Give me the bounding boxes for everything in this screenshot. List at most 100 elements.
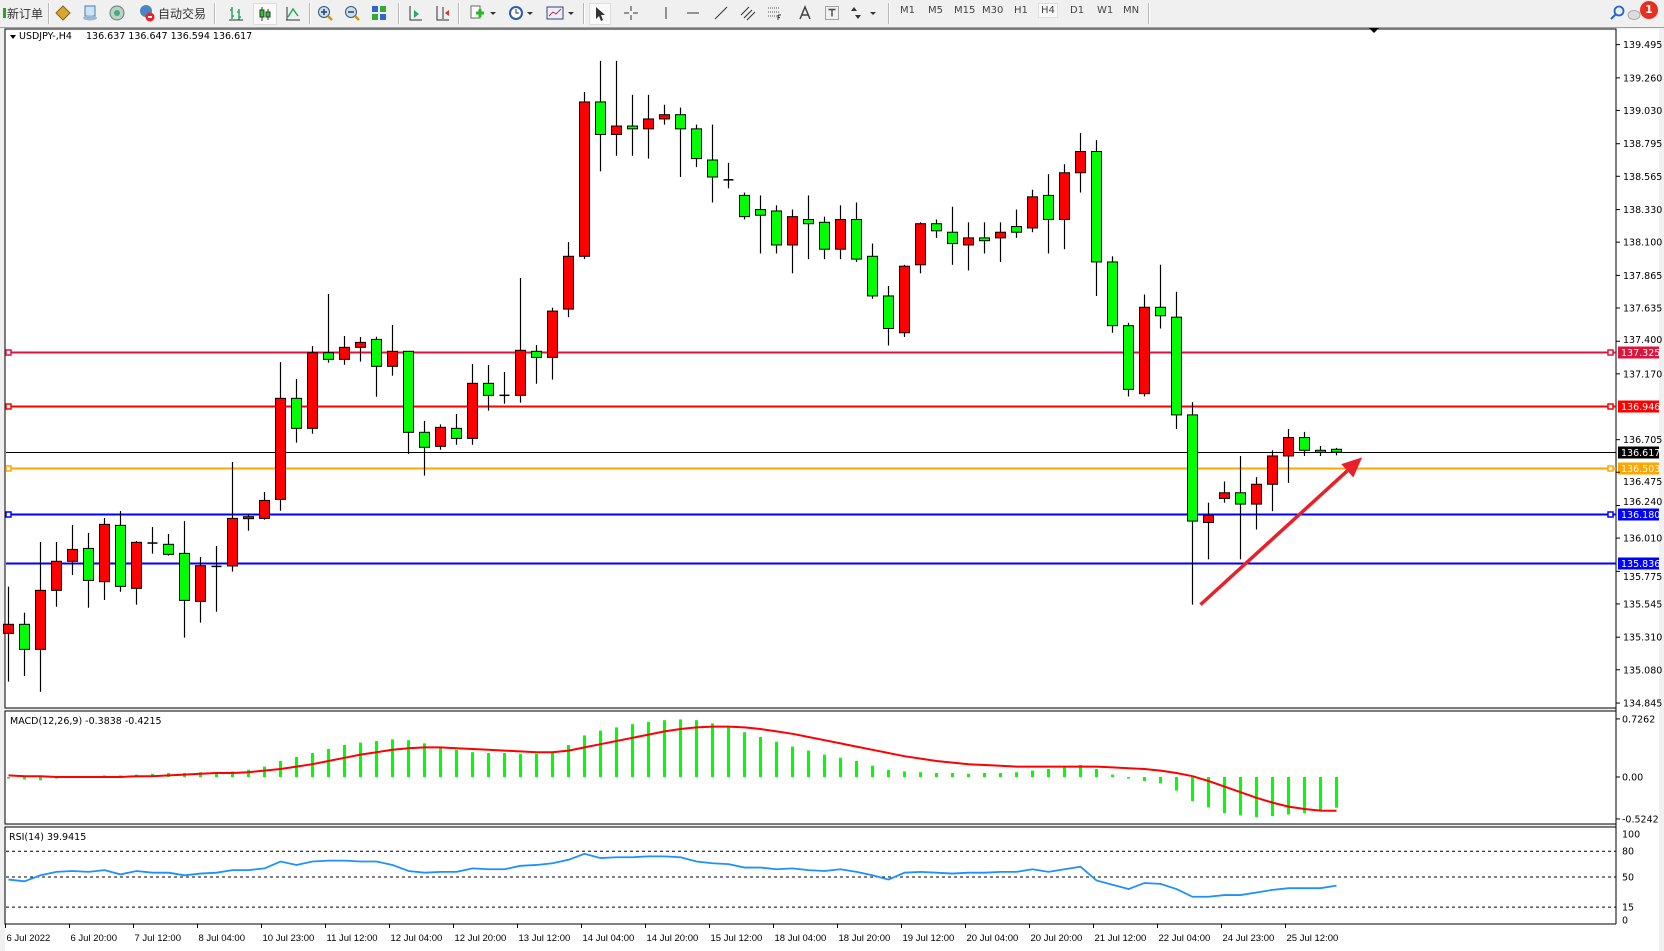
tile-windows-button[interactable] [369, 3, 389, 23]
price-tick-label: 136.010 [1623, 534, 1662, 545]
macd-histogram-bar [759, 737, 762, 777]
timeframe-w1[interactable]: W1 [1097, 5, 1114, 16]
timeframe-m1[interactable]: M1 [900, 5, 915, 16]
price-tick-label: 135.080 [1623, 665, 1662, 676]
macd-histogram-bar [1175, 777, 1178, 791]
horizontal-lines: 137.325 136.946 136.503 136.180 135.836 136.6… [5, 346, 1660, 570]
candle [579, 92, 590, 260]
candle [83, 532, 94, 608]
candle-body [1219, 492, 1230, 499]
zoom-out-button[interactable] [342, 3, 362, 23]
fibonacci-tool-button[interactable] [765, 3, 785, 23]
price-axis[interactable] [1616, 29, 1659, 924]
candle-body [275, 397, 286, 500]
macd-histogram-bar [455, 749, 458, 777]
data-window-button[interactable] [80, 3, 100, 23]
timeframe-h1[interactable]: H1 [1014, 5, 1028, 16]
candlestick-chart-button[interactable] [253, 3, 277, 25]
candle [1251, 477, 1262, 530]
time-tick-label: 24 Jul 23:00 [1223, 933, 1275, 944]
macd-histogram-bar [1159, 777, 1162, 784]
horizontal-line-tool-button[interactable] [683, 3, 703, 23]
indicators-button[interactable] [466, 3, 500, 23]
chart-shift-icon [409, 6, 422, 21]
macd-histogram-bar [39, 777, 42, 781]
timeframe-h4[interactable]: H4 [1038, 3, 1058, 18]
macd-histogram-bar [1047, 769, 1050, 777]
arrow-shaft[interactable] [1199, 469, 1349, 606]
line-anchor-handle[interactable] [1607, 511, 1614, 518]
timeframe-m15[interactable]: M15 [954, 5, 976, 16]
time-tick-label: 7 Jul 12:00 [135, 933, 181, 944]
price-tick-label: 138.330 [1623, 205, 1662, 216]
candlestick-icon [259, 7, 271, 21]
line-anchor-handle[interactable] [1607, 403, 1614, 410]
price-line-tag-label: 137.325 [1621, 348, 1660, 359]
auto-trading-button[interactable]: 自动交易 [136, 3, 208, 23]
trend-arrow[interactable] [1199, 457, 1363, 606]
rsi-panel[interactable] [4, 826, 1617, 925]
price-tick-label: 138.565 [1623, 172, 1662, 183]
candle [1171, 291, 1182, 430]
zoom-in-icon [318, 6, 333, 21]
time-axis[interactable] [5, 924, 1616, 951]
search-button[interactable] [1607, 3, 1627, 23]
macd-panel[interactable] [4, 710, 1617, 825]
collapse-triangle-icon[interactable] [10, 35, 16, 39]
market-watch-button[interactable] [53, 3, 73, 23]
line-chart-button[interactable] [283, 3, 303, 23]
macd-histogram-bar [887, 769, 890, 777]
vertical-line-tool-button[interactable] [656, 3, 676, 23]
candle-body [563, 255, 574, 310]
macd-histogram-bar [903, 771, 906, 777]
candle [323, 293, 334, 363]
text-tool-button[interactable] [795, 3, 815, 23]
arrows-tool-button[interactable] [850, 3, 878, 23]
line-anchor-handle[interactable] [5, 349, 12, 356]
macd-histogram-bar [807, 750, 810, 777]
line-anchor-handle[interactable] [5, 403, 12, 410]
templates-button[interactable] [543, 3, 579, 23]
time-tick-label: 8 Jul 04:00 [199, 933, 245, 944]
macd-histogram-bar [1191, 777, 1194, 801]
macd-histogram-bar [663, 720, 666, 777]
channel-tool-button[interactable] [738, 3, 758, 23]
candle-body [99, 523, 110, 583]
line-anchor-handle[interactable] [1607, 349, 1614, 356]
tile-windows-icon [372, 6, 386, 20]
cursor-tool-button[interactable] [589, 3, 611, 25]
periods-button[interactable] [505, 3, 539, 23]
text-label-tool-button[interactable] [822, 3, 842, 23]
crosshair-tool-button[interactable] [621, 3, 641, 23]
main-price-panel[interactable] [4, 28, 1617, 709]
timeframe-m30[interactable]: M30 [982, 5, 1004, 16]
candle [419, 420, 430, 476]
new-order-button[interactable]: 新订单 [2, 3, 44, 23]
navigator-button[interactable] [107, 3, 127, 23]
zoom-in-button[interactable] [315, 3, 335, 23]
trendline-tool-button[interactable] [711, 3, 731, 23]
macd-histogram-bar [23, 777, 26, 780]
candle [1107, 256, 1118, 333]
auto-scroll-button[interactable] [432, 3, 452, 23]
price-tick-label: 139.260 [1623, 73, 1662, 84]
bar-chart-button[interactable] [226, 3, 246, 23]
line-anchor-handle[interactable] [1607, 465, 1614, 472]
chart-shift-marker-icon[interactable] [1369, 28, 1379, 33]
chart-shift-button[interactable] [405, 3, 425, 23]
timeframe-mn[interactable]: MN [1123, 5, 1140, 16]
arrows-icon [851, 7, 876, 19]
candle-body [867, 255, 878, 297]
candle [275, 362, 286, 511]
notification-badge[interactable]: 1 [1640, 1, 1658, 19]
timeframe-d1[interactable]: D1 [1070, 5, 1085, 16]
bid-price-label: 136.617 [1621, 448, 1660, 459]
timeframe-m5[interactable]: M5 [928, 5, 943, 16]
line-anchor-handle[interactable] [5, 465, 12, 472]
messages-button[interactable] [1626, 3, 1642, 23]
line-anchor-handle[interactable] [5, 511, 12, 518]
candle [67, 525, 78, 576]
candle-body [1283, 437, 1294, 457]
arrow-head-icon[interactable] [1341, 457, 1363, 478]
